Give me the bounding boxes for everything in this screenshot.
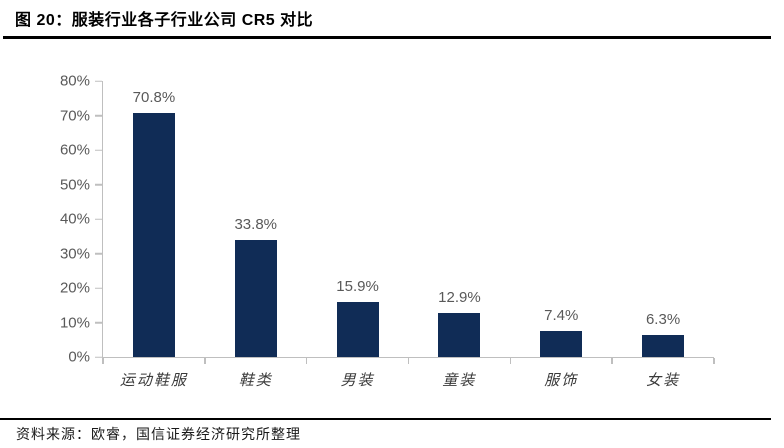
x-axis-tick: [509, 358, 512, 364]
bar: [132, 112, 175, 357]
bar: [336, 302, 379, 357]
title-divider: [3, 36, 771, 39]
source-note: 资料来源：欧睿，国信证券经济研究所整理: [16, 424, 301, 444]
y-axis-label: 50%: [59, 176, 90, 193]
x-axis-tick: [407, 358, 410, 364]
bar-value-label: 7.4%: [544, 307, 579, 325]
bar-group: 70.8% 运动鞋服: [103, 81, 205, 389]
bar: [438, 312, 481, 357]
y-axis-label: 60%: [59, 141, 90, 159]
bar-group: 33.8% 鞋类: [205, 81, 307, 389]
y-axis-tick: [95, 114, 102, 117]
y-axis-label: 70%: [59, 107, 90, 124]
y-axis-tick: [95, 287, 102, 289]
y-axis-tick: [95, 252, 102, 255]
x-axis-tick: [102, 358, 104, 364]
x-axis-category-label: 男装: [340, 373, 375, 389]
bar-value-label: 33.8%: [234, 216, 278, 234]
x-axis-tick: [204, 358, 206, 364]
bar-group: 6.3% 女装: [612, 81, 714, 389]
bar: [642, 335, 685, 357]
y-axis-label: 20%: [59, 279, 90, 297]
source-text: 欧睿，国信证券经济研究所整理: [91, 428, 301, 443]
bar-value-label: 15.9%: [336, 278, 379, 296]
bar-group: 7.4% 服饰: [510, 81, 612, 389]
bar-group: 12.9% 童装: [409, 81, 511, 390]
bar: [234, 240, 277, 357]
y-axis-label: 30%: [59, 245, 90, 262]
bar-value-label: 6.3%: [645, 311, 681, 329]
x-axis-category-label: 鞋类: [238, 373, 273, 389]
y-axis-label: 40%: [59, 210, 90, 228]
bar: [540, 331, 583, 357]
x-axis-category-label: 女装: [646, 373, 681, 389]
y-axis-tick: [95, 321, 102, 324]
y-axis-label: 80%: [59, 72, 90, 90]
bar-value-label: 70.8%: [132, 88, 176, 106]
y-axis-tick: [95, 218, 102, 220]
source-label: 资料来源：: [16, 428, 91, 443]
y-axis-labels: 0% 10% 20% 30% 40% 50% 60% 70% 80%: [0, 73, 90, 366]
x-axis-category-label: 服饰: [544, 373, 579, 389]
y-axis-label: 0%: [68, 348, 90, 366]
bar-group: 15.9% 男装: [307, 81, 409, 389]
y-axis-tick: [95, 356, 102, 358]
bar-value-label: 12.9%: [438, 288, 481, 306]
x-axis-category-label: 运动鞋服: [119, 373, 188, 389]
figure-title: 图 20：服装行业各子行业公司 CR5 对比: [15, 12, 314, 29]
x-axis-tick: [713, 358, 715, 364]
y-axis-tick: [95, 183, 102, 186]
x-axis-category-label: 童装: [442, 373, 477, 389]
y-axis-tick: [95, 149, 102, 151]
x-axis-tick: [611, 358, 613, 364]
y-axis-label: 10%: [59, 314, 90, 331]
x-axis-tick: [305, 358, 308, 364]
footer-divider: [0, 418, 771, 420]
y-axis-tick: [95, 80, 102, 82]
plot-area: 70.8% 运动鞋服 33.8% 鞋类 15.9% 男装 12.9% 童装 7.4% 服饰 6.3%…: [95, 80, 715, 390]
